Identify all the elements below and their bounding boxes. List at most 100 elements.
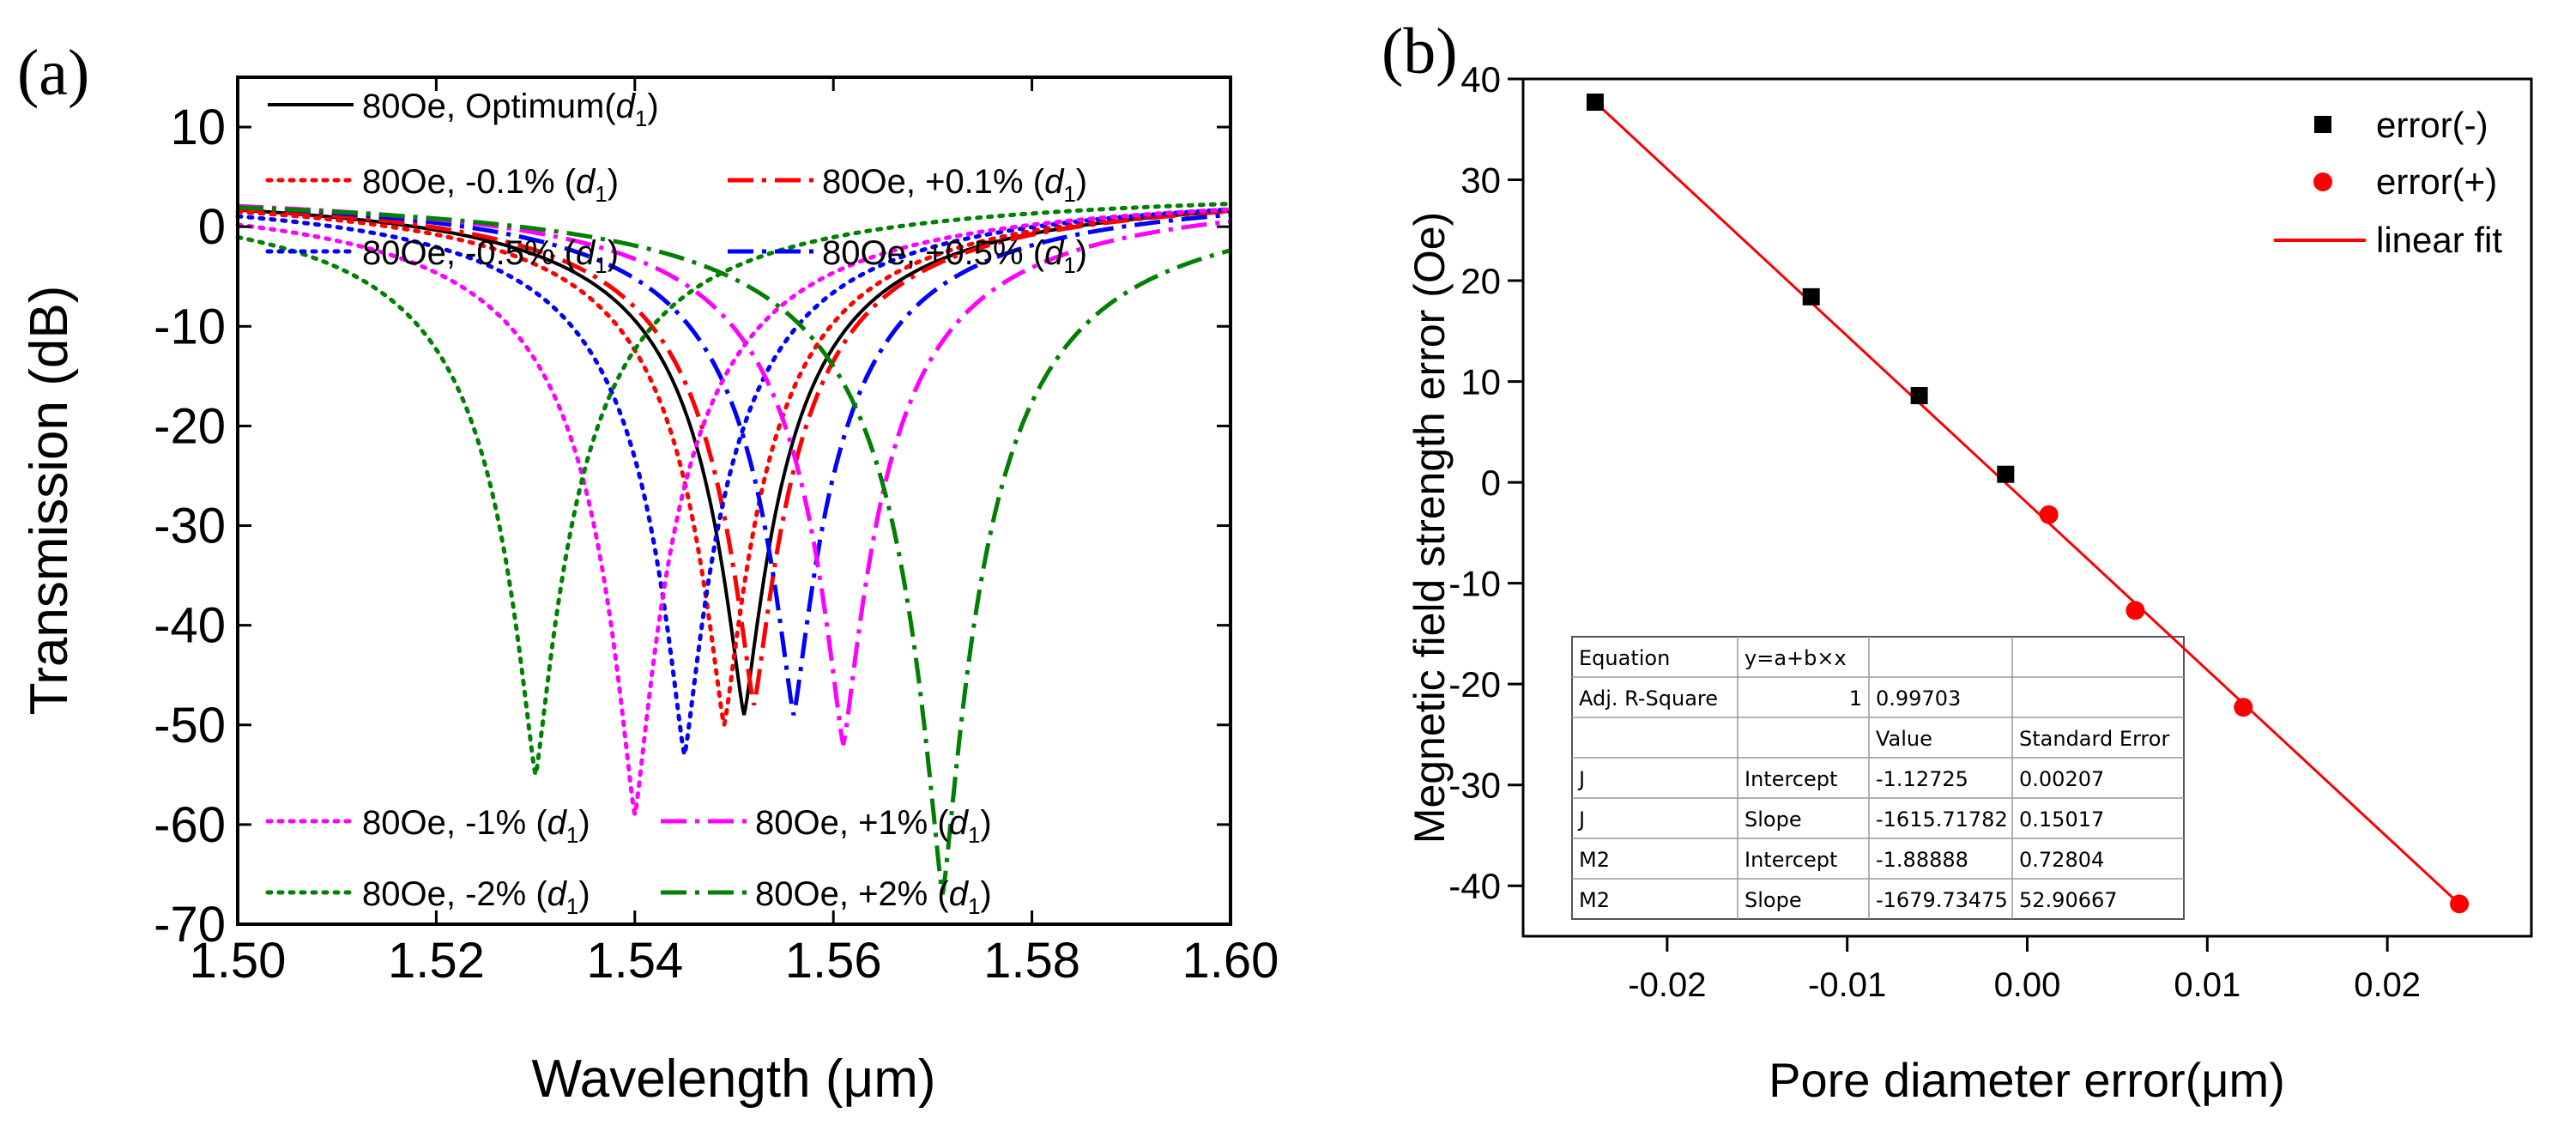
legend-close-paren: ): [578, 804, 590, 842]
x-tick-label: 1.58: [983, 933, 1080, 989]
point-error-minus: [1997, 465, 2015, 483]
legend-label-m05: 80Oe, -0.5% (d1): [362, 234, 619, 278]
table-cell: Value: [1876, 727, 1932, 751]
legend-paren: (: [1033, 234, 1045, 272]
panel-a-label: (a): [17, 37, 89, 109]
y-tick-label: -20: [1448, 664, 1501, 705]
table-cell: M2: [1579, 888, 1610, 912]
y-tick-label: -10: [1448, 564, 1501, 604]
legend-label-m2: 80Oe, -2% (d1): [362, 875, 590, 919]
y-tick-label: 40: [1460, 59, 1501, 100]
y-tick-label: -20: [154, 398, 226, 454]
legend-label-p01: 80Oe, +0.1% (d1): [822, 163, 1087, 207]
x-tick-label: 1.60: [1182, 933, 1279, 989]
legend-close-paren: ): [608, 234, 619, 272]
legend-label-error-minus: error(-): [2376, 105, 2488, 145]
table-cell: Intercept: [1745, 848, 1837, 872]
y-tick-label: 0: [198, 199, 226, 255]
legend-label-error-plus: error(+): [2376, 161, 2497, 202]
panel-a-x-axis-label: Wavelength (μm): [532, 1049, 936, 1109]
panel-a-legend: 80Oe, Optimum(d1)80Oe, -0.1% (d1) 80Oe, +…: [265, 88, 1087, 919]
y-tick-label: -30: [1448, 765, 1501, 806]
legend-paren: (: [565, 234, 577, 272]
table-frame: [1571, 636, 2185, 920]
legend-subscript: 1: [566, 822, 578, 848]
table-cell: 0.72804: [2019, 848, 2104, 872]
y-tick-label: -70: [154, 897, 226, 953]
table-cell: M2: [1579, 848, 1610, 872]
table-cell: 0.99703: [1876, 686, 1961, 711]
legend-name: 80Oe, -2%: [362, 875, 535, 913]
legend-paren: (: [937, 875, 949, 913]
legend-label-m1: 80Oe, -1% (d1): [362, 804, 590, 848]
legend-marker-error-plus: [2313, 172, 2332, 191]
legend-subscript: 1: [595, 181, 607, 207]
point-error-minus: [1910, 387, 1928, 405]
legend-label-p2: 80Oe, +2% (d1): [755, 875, 992, 919]
legend-label-p1: 80Oe, +1% (d1): [755, 804, 992, 848]
legend-variable: d: [547, 804, 568, 842]
legend-name: 80Oe, Optimum: [362, 88, 604, 125]
y-tick-label: 20: [1460, 261, 1501, 301]
series-line-m01: [235, 208, 1233, 726]
y-tick-label: 10: [1460, 362, 1501, 402]
table-cell: y=a+b×x: [1745, 646, 1847, 670]
x-tick-label: 0.02: [2354, 966, 2421, 1004]
x-tick-label: 1.50: [190, 933, 287, 989]
table-cell: 1: [1849, 686, 1862, 711]
fit-statistics-table: Equation y=a+b×x Adj. R-Square 1 0.99703 Valu…: [1571, 636, 2185, 920]
series-line-p2: [237, 205, 1231, 895]
series-line-m2: [235, 202, 1233, 776]
legend-variable: d: [547, 875, 568, 913]
legend-name: 80Oe, +0.1%: [822, 163, 1033, 201]
legend-name: 80Oe, +0.5%: [822, 234, 1033, 272]
legend-variable: d: [949, 875, 970, 913]
legend-close-paren: ): [578, 875, 590, 913]
legend-variable: d: [576, 163, 596, 201]
table-cell: Intercept: [1745, 767, 1837, 791]
point-error-plus: [2450, 894, 2470, 914]
table-cell: 0.00207: [2019, 767, 2104, 791]
x-tick-label: 1.56: [785, 933, 882, 989]
legend-variable: d: [1044, 163, 1065, 201]
table-cell: J: [1577, 767, 1585, 791]
point-error-plus: [2126, 601, 2145, 620]
x-tick-label: 1.52: [388, 933, 485, 989]
legend-variable: d: [949, 804, 970, 842]
legend-subscript: 1: [635, 106, 647, 131]
table-cell: -1.88888: [1876, 848, 1968, 872]
legend-close-paren: ): [980, 875, 991, 913]
panel-b-ticks: -0.02 -0.01 0.00 0.01 0.02 40 30 20 10 0 -10 -20 -30…: [1448, 59, 2421, 1004]
y-tick-label: -60: [154, 797, 226, 853]
legend-paren: (: [1033, 163, 1045, 201]
table-cell: -1615.71782: [1876, 807, 2008, 832]
legend-label-m01: 80Oe, -0.1% (d1): [362, 163, 619, 207]
table-cell: Equation: [1579, 646, 1670, 670]
legend-name: 80Oe, -0.5%: [362, 234, 565, 272]
panel-b-fit-line: [1593, 100, 2461, 905]
legend-close-paren: ): [647, 88, 658, 125]
legend-name: 80Oe, -0.1%: [362, 163, 565, 201]
panel-a-y-axis-label: Transmission (dB): [20, 286, 79, 716]
legend-close-paren: ): [1076, 234, 1087, 272]
legend-subscript: 1: [1063, 252, 1075, 278]
table-cell: -1.12725: [1876, 767, 1968, 791]
panel-b-scatter-chart: (b) -0.02 -0.01 0.00 0.01 0.02 40 30 20 10 0 -10 -2…: [1382, 15, 2533, 1107]
y-tick-label: -30: [154, 499, 226, 554]
legend-paren: (: [535, 804, 547, 842]
legend-subscript: 1: [968, 822, 980, 848]
legend-name: 80Oe, +1%: [755, 804, 937, 842]
y-tick-label: -50: [154, 698, 226, 753]
y-tick-label: 0: [1481, 463, 1501, 503]
table-cell: Slope: [1745, 807, 1802, 832]
legend-name: 80Oe, +2%: [755, 875, 937, 913]
legend-label-p05: 80Oe, +0.5% (d1): [822, 234, 1087, 278]
legend-marker-error-minus: [2314, 116, 2331, 133]
legend-variable: d: [1044, 234, 1065, 272]
legend-paren: (: [604, 88, 616, 125]
legend-variable: d: [576, 234, 596, 272]
legend-label-opt: 80Oe, Optimum(d1): [362, 88, 659, 131]
table-cell: J: [1577, 807, 1585, 832]
table-cell: -1679.73475: [1876, 888, 2008, 912]
